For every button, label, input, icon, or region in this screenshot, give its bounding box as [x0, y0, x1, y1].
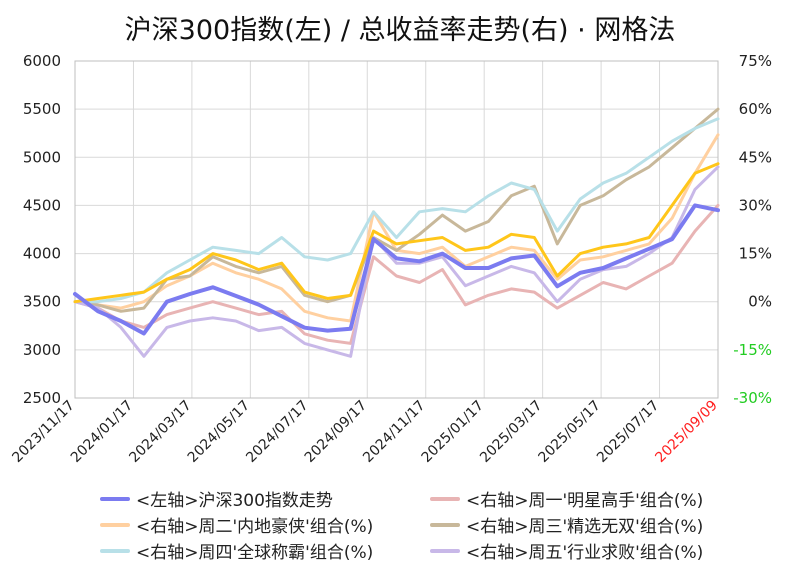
legend-label: <右轴>周四'全球称霸'组合(%)	[136, 543, 374, 563]
series-line	[73, 203, 720, 336]
chart-title: 沪深300指数(左) / 总收益率走势(右) · 网格法	[124, 15, 676, 46]
series-line	[73, 133, 720, 323]
y-left-tick-label: 4000	[23, 245, 61, 263]
y-right-tick-label: 45%	[739, 148, 772, 166]
y-left-tick-label: 3000	[23, 341, 61, 359]
y-right-tick-label: 30%	[739, 196, 772, 214]
legend-item: <右轴>周四'全球称霸'组合(%)	[100, 538, 373, 563]
legend-swatch	[430, 548, 460, 553]
plot-frame	[74, 60, 719, 399]
legend-label: <右轴>周一'明星高手'组合(%)	[466, 491, 704, 511]
y-left-tick-label: 2500	[23, 389, 61, 407]
legend-item: <右轴>周二'内地豪侠'组合(%)	[100, 512, 373, 537]
legend-item: <右轴>周三'精选无双'组合(%)	[430, 512, 703, 537]
legend-label: <右轴>周二'内地豪侠'组合(%)	[136, 517, 374, 537]
series-line	[73, 162, 720, 304]
legend-item: <右轴>周一'明星高手'组合(%)	[430, 486, 703, 511]
series-line	[73, 107, 720, 313]
legend-swatch	[100, 548, 130, 553]
x-tick-label: 2025/09/09	[652, 398, 720, 466]
y-left-tick-label: 6000	[23, 52, 61, 70]
legend-swatch	[430, 496, 460, 501]
legend-item: <右轴>周五'行业求败'组合(%)	[430, 538, 703, 563]
legend-swatch	[100, 496, 130, 501]
legend-swatch	[100, 522, 130, 527]
series-line	[73, 165, 720, 358]
series-line	[73, 203, 720, 345]
y-right-tick-label: 0%	[748, 293, 772, 311]
y-right-tick-label: 15%	[739, 245, 772, 263]
y-left-tick-label: 4500	[23, 196, 61, 214]
y-left-tick-label: 5000	[23, 148, 61, 166]
y-right-tick-label: 60%	[739, 100, 772, 118]
legend-label: <左轴>沪深300指数走势	[136, 491, 333, 511]
legend-label: <右轴>周三'精选无双'组合(%)	[466, 517, 704, 537]
y-left-tick-label: 5500	[23, 100, 61, 118]
legend-swatch	[430, 522, 460, 527]
y-right-tick-label: 75%	[739, 52, 772, 70]
legend-label: <右轴>周五'行业求败'组合(%)	[466, 543, 704, 563]
y-right-tick-label: -15%	[733, 341, 772, 359]
y-right-tick-label: -30%	[733, 389, 772, 407]
y-left-tick-label: 3500	[23, 293, 61, 311]
series-line	[73, 117, 720, 304]
legend-item: <左轴>沪深300指数走势	[100, 486, 333, 511]
